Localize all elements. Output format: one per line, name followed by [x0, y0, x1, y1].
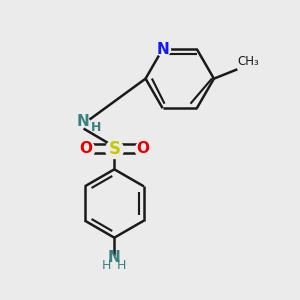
Text: N: N	[77, 114, 89, 129]
Text: H: H	[117, 259, 127, 272]
Text: N: N	[108, 250, 121, 265]
Text: S: S	[108, 140, 120, 158]
Text: H: H	[102, 259, 112, 272]
Text: O: O	[136, 141, 149, 156]
Text: N: N	[156, 42, 169, 57]
Text: CH₃: CH₃	[238, 55, 260, 68]
Text: H: H	[90, 121, 101, 134]
Text: O: O	[80, 141, 93, 156]
